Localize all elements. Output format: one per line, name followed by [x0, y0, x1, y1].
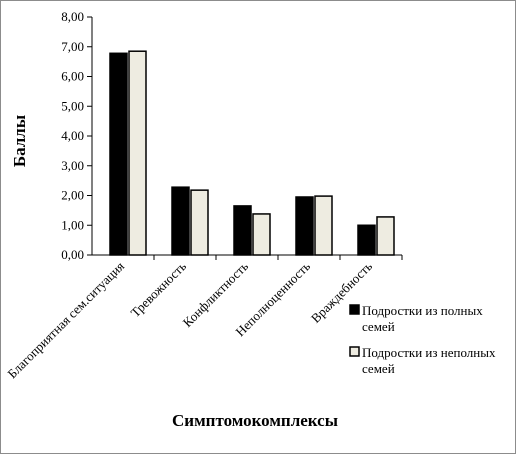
y-tick-label: 6,00: [61, 69, 84, 84]
bar-full-families: [357, 224, 376, 256]
y-tick-label: 5,00: [61, 98, 84, 113]
bar-single-parent-families: [314, 195, 333, 256]
bar-full-families: [295, 196, 314, 256]
y-tick-label: 8,00: [61, 9, 84, 24]
bar-single-parent-families: [376, 216, 395, 256]
bar-single-parent-families: [128, 50, 147, 256]
legend-swatch: [349, 304, 360, 315]
legend-label-line2: семей: [362, 319, 395, 334]
bar-full-families: [109, 52, 128, 256]
y-tick-label: 3,00: [61, 158, 84, 173]
bars: [109, 50, 403, 260]
bar-full-families: [171, 186, 190, 256]
legend-label: Подростки из неполных: [362, 345, 496, 360]
category-labels: Благоприятная сем.ситуация ТревожностьКон…: [4, 258, 375, 381]
legend-label: Подростки из полных: [362, 303, 483, 318]
y-axis-ticks: 0,00 1,00 2,00 3,00 4,00 5,00 6,00 7,00 8,00: [61, 9, 92, 262]
category-label: Тревожность: [128, 258, 190, 320]
y-tick-label: 7,00: [61, 39, 84, 54]
y-tick-label: 0,00: [61, 247, 84, 262]
bar-full-families: [233, 205, 252, 256]
y-axis-title: Баллы: [10, 115, 29, 167]
x-axis-title: Симптомокомплексы: [172, 411, 338, 430]
bar-single-parent-families: [190, 189, 209, 256]
legend-swatch: [349, 346, 360, 357]
y-tick-label: 1,00: [61, 217, 84, 232]
y-tick-label: 4,00: [61, 128, 84, 143]
legend-label-line2: семей: [362, 361, 395, 376]
category-label: Благоприятная сем.ситуация: [4, 259, 127, 382]
y-tick-label: 2,00: [61, 188, 84, 203]
bar-single-parent-families: [252, 213, 271, 256]
